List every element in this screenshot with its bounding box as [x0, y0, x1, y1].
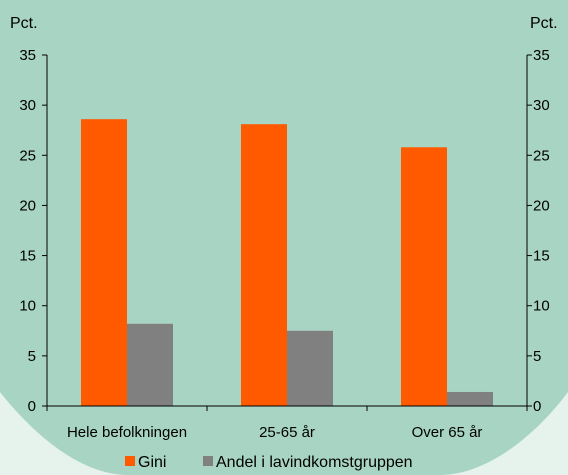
legend-swatch-gini: [125, 456, 135, 466]
right-tick-label-20: 20: [533, 197, 550, 214]
left-tick-label-5: 5: [28, 348, 36, 365]
right-tick-label-35: 35: [533, 47, 550, 64]
right-tick-label-5: 5: [533, 348, 541, 365]
left-tick-label-0: 0: [28, 398, 36, 415]
category-label-2: Over 65 år: [412, 424, 483, 441]
category-label-0: Hele befolkningen: [67, 424, 187, 441]
bar-andel-2: [447, 391, 493, 406]
bar-andel-0: [127, 323, 173, 406]
bar-gini-2: [401, 147, 447, 406]
category-label-1: 25-65 år: [259, 424, 315, 441]
axes-layer: 0 0 5 5 10 10 15 15 20 20 25 25 30 30 35 35 Hele befolkn…: [19, 47, 549, 441]
right-tick-label-30: 30: [533, 97, 550, 114]
bar-andel-1: [287, 330, 333, 406]
legend-label-gini: Gini: [138, 454, 166, 471]
bar-gini-0: [81, 119, 127, 406]
left-tick-label-25: 25: [19, 147, 36, 164]
left-tick-label-10: 10: [19, 298, 36, 315]
left-tick-label-20: 20: [19, 197, 36, 214]
right-tick-label-15: 15: [533, 248, 550, 265]
left-tick-label-30: 30: [19, 97, 36, 114]
right-tick-label-0: 0: [533, 398, 541, 415]
bar-gini-1: [241, 124, 287, 406]
legend: Gini Andel i lavindkomstgruppen: [125, 454, 413, 471]
left-tick-label-35: 35: [19, 47, 36, 64]
right-tick-label-10: 10: [533, 298, 550, 315]
right-axis-unit-label: Pct.: [530, 15, 558, 32]
legend-label-andel: Andel i lavindkomstgruppen: [216, 454, 413, 471]
bars-layer: [81, 119, 493, 406]
legend-swatch-andel: [203, 456, 213, 466]
right-tick-label-25: 25: [533, 147, 550, 164]
left-tick-label-15: 15: [19, 248, 36, 265]
left-axis-unit-label: Pct.: [10, 15, 38, 32]
